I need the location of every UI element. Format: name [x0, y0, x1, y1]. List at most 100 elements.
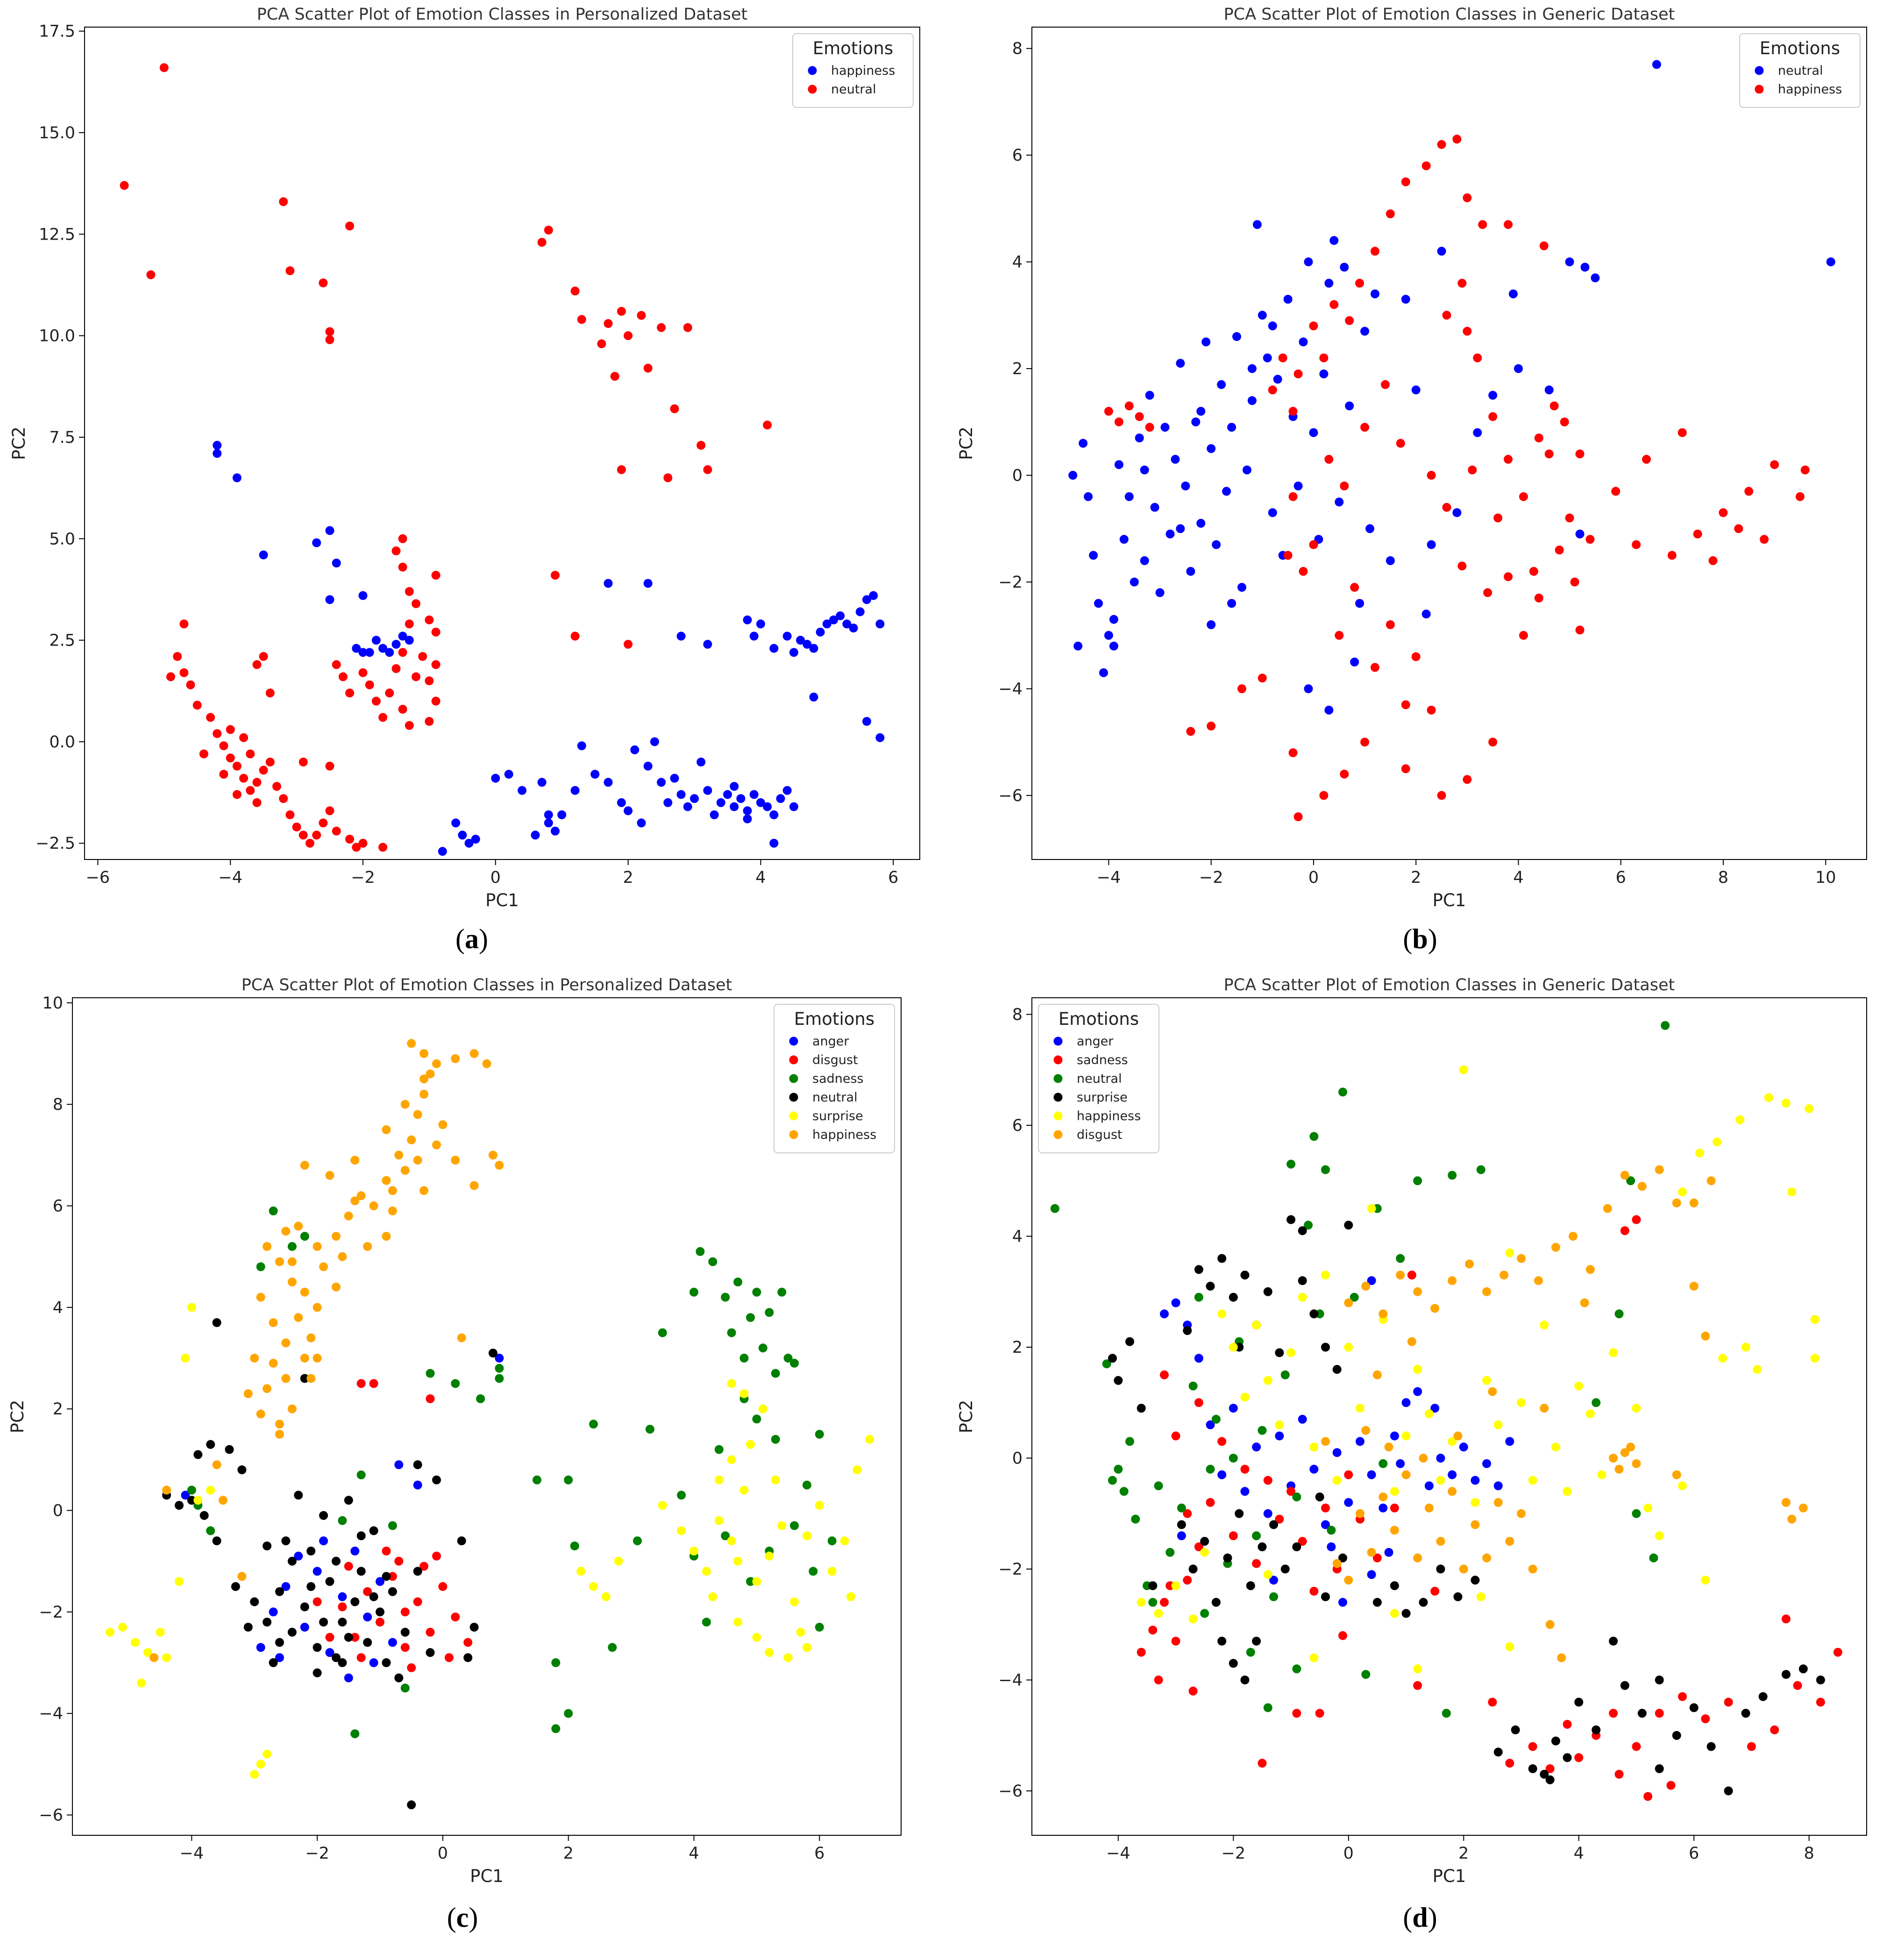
- data-point: [332, 1653, 341, 1662]
- data-point: [432, 1059, 441, 1068]
- data-point: [1734, 524, 1743, 533]
- data-point: [1540, 1321, 1549, 1330]
- data-point: [1544, 385, 1554, 395]
- data-point: [1243, 465, 1251, 475]
- data-point: [306, 838, 314, 848]
- data-point: [325, 761, 334, 771]
- data-point: [733, 1618, 743, 1627]
- data-point: [285, 266, 295, 276]
- data-point: [758, 1343, 767, 1353]
- data-point: [265, 757, 275, 767]
- data-point: [670, 774, 679, 783]
- data-point: [156, 1627, 165, 1637]
- data-point: [287, 1242, 297, 1251]
- data-point: [432, 1551, 441, 1561]
- data-point: [855, 607, 865, 617]
- data-point: [1298, 1537, 1307, 1546]
- legend-box: [792, 33, 914, 108]
- data-point: [1109, 615, 1118, 624]
- data-point: [259, 766, 268, 775]
- series-surprise: [1108, 1215, 1825, 1796]
- data-point: [1137, 1404, 1146, 1413]
- data-point: [1372, 1370, 1382, 1379]
- data-point: [232, 473, 242, 483]
- data-point: [1165, 1548, 1175, 1557]
- data-point: [1390, 1487, 1399, 1496]
- data-point: [1321, 1592, 1330, 1601]
- data-point: [495, 1363, 504, 1373]
- data-point: [643, 579, 653, 588]
- data-point: [1321, 1165, 1330, 1174]
- data-point: [1119, 535, 1129, 544]
- data-point: [604, 579, 613, 588]
- data-point: [363, 1587, 372, 1596]
- data-point: [783, 1653, 793, 1662]
- y-tick-label: 6: [1012, 1116, 1023, 1135]
- panel-caption: (a): [455, 923, 488, 954]
- data-point: [1327, 1526, 1336, 1535]
- data-point: [313, 1668, 322, 1677]
- legend-marker-happiness: [1755, 85, 1764, 94]
- data-point: [246, 749, 255, 759]
- data-point: [1421, 161, 1431, 170]
- data-point: [608, 1643, 617, 1652]
- data-point: [1437, 247, 1446, 256]
- data-point: [1344, 1298, 1353, 1307]
- data-point: [405, 619, 414, 629]
- data-point: [551, 1724, 561, 1733]
- data-point: [363, 1242, 372, 1251]
- data-point: [1758, 1692, 1768, 1701]
- data-point: [1183, 1576, 1192, 1585]
- data-point: [1068, 471, 1078, 480]
- x-tick-label: 8: [1718, 868, 1728, 887]
- data-point: [1160, 1370, 1169, 1379]
- data-point: [388, 1587, 397, 1596]
- data-point: [356, 1470, 366, 1479]
- data-point: [1108, 1354, 1117, 1363]
- x-axis-label: PC1: [485, 890, 519, 910]
- data-point: [782, 786, 792, 795]
- data-point: [159, 63, 169, 72]
- data-point: [457, 1536, 466, 1546]
- data-point: [1499, 1271, 1509, 1280]
- series-happiness: [1104, 135, 1810, 822]
- data-point: [777, 1287, 787, 1297]
- data-point: [199, 1511, 209, 1520]
- data-point: [1517, 1398, 1526, 1407]
- data-point: [1319, 791, 1329, 800]
- data-point: [376, 1577, 384, 1586]
- data-point: [1367, 1570, 1376, 1579]
- data-point: [1140, 556, 1149, 565]
- data-point: [1263, 1376, 1272, 1385]
- data-point: [777, 1521, 787, 1530]
- data-point: [1637, 1709, 1647, 1718]
- legend-label-anger: anger: [1077, 1034, 1114, 1049]
- data-point: [730, 782, 739, 791]
- data-point: [782, 632, 792, 641]
- data-point: [482, 1059, 491, 1068]
- series-disgust: [313, 1379, 473, 1672]
- data-point: [413, 1156, 422, 1165]
- data-point: [1321, 1342, 1330, 1352]
- series-sadness: [1137, 1215, 1842, 1801]
- legend-label-disgust: disgust: [812, 1053, 858, 1067]
- y-tick-label: 2: [1012, 360, 1023, 378]
- legend-marker-neutral: [808, 85, 817, 94]
- data-point: [345, 221, 355, 231]
- legend-label-surprise: surprise: [1077, 1090, 1128, 1105]
- data-point: [570, 632, 580, 641]
- data-point: [1263, 1287, 1272, 1296]
- data-point: [1073, 641, 1083, 651]
- data-point: [1367, 1470, 1376, 1479]
- data-point: [1565, 257, 1574, 267]
- data-point: [836, 611, 845, 620]
- data-point: [689, 1547, 698, 1555]
- data-point: [1741, 1342, 1750, 1352]
- series-happiness: [149, 1039, 504, 1662]
- data-point: [1298, 1292, 1307, 1302]
- data-point: [1206, 1282, 1215, 1291]
- data-point: [319, 278, 328, 288]
- data-point: [1488, 412, 1498, 421]
- data-point: [1273, 375, 1282, 384]
- data-point: [815, 1430, 824, 1439]
